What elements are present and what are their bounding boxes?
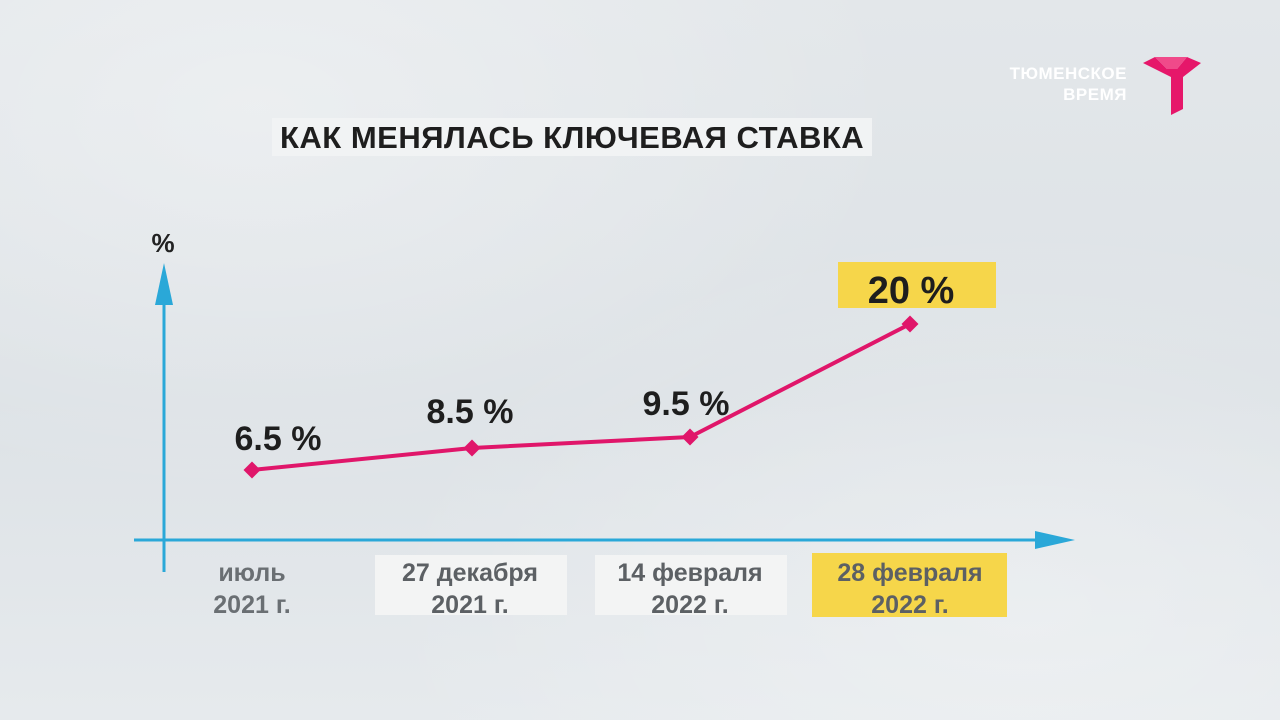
logo-text: ТЮМЕНСКОЕ ВРЕМЯ [1010, 63, 1127, 105]
series-line [251, 322, 911, 472]
data-point [243, 461, 261, 479]
x-tick-label-box [375, 555, 567, 615]
x-tick-label-line1: 27 декабря [402, 559, 538, 587]
chart-axes: % [134, 228, 1075, 572]
x-tick-label-line2: 2021 г. [431, 591, 508, 619]
x-tick-label-line1: 14 февраля [617, 559, 762, 587]
data-label: 20 % [868, 270, 955, 312]
x-tick-label-box [595, 555, 787, 615]
y-axis-label: % [151, 228, 174, 258]
data-label: 6.5 % [235, 420, 322, 458]
chart-marks [243, 315, 919, 479]
x-tick-label-line2: 2022 г. [871, 591, 948, 619]
channel-logo: ТЮМЕНСКОЕ ВРЕМЯ [985, 55, 1205, 120]
x-tick-label-line1: 28 февраля [837, 559, 982, 587]
x-axis-arrow [1035, 531, 1075, 549]
logo-t-icon [1143, 57, 1201, 115]
logo-text-line2: ВРЕМЯ [1063, 85, 1127, 104]
y-axis-arrow [155, 263, 173, 305]
x-tick-label-line2: 2022 г. [651, 591, 728, 619]
chart-labels: 6.5 % 8.5 % 9.5 % 20 % июль 2021 г. 27 декабря… [213, 262, 1007, 619]
data-point [463, 439, 481, 457]
logo-text-line1: ТЮМЕНСКОЕ [1009, 64, 1127, 83]
data-label: 9.5 % [643, 385, 730, 423]
x-tick-label-line2: 2021 г. [213, 591, 290, 619]
data-point [681, 428, 699, 446]
chart-title: КАК МЕНЯЛАСЬ КЛЮЧЕВАЯ СТАВКА [272, 118, 873, 156]
x-tick-label-line1: июль [218, 559, 285, 587]
x-tick-label-box [812, 553, 1007, 617]
data-point [901, 315, 919, 333]
data-label: 8.5 % [427, 393, 514, 431]
highlight-value-box [838, 262, 996, 308]
